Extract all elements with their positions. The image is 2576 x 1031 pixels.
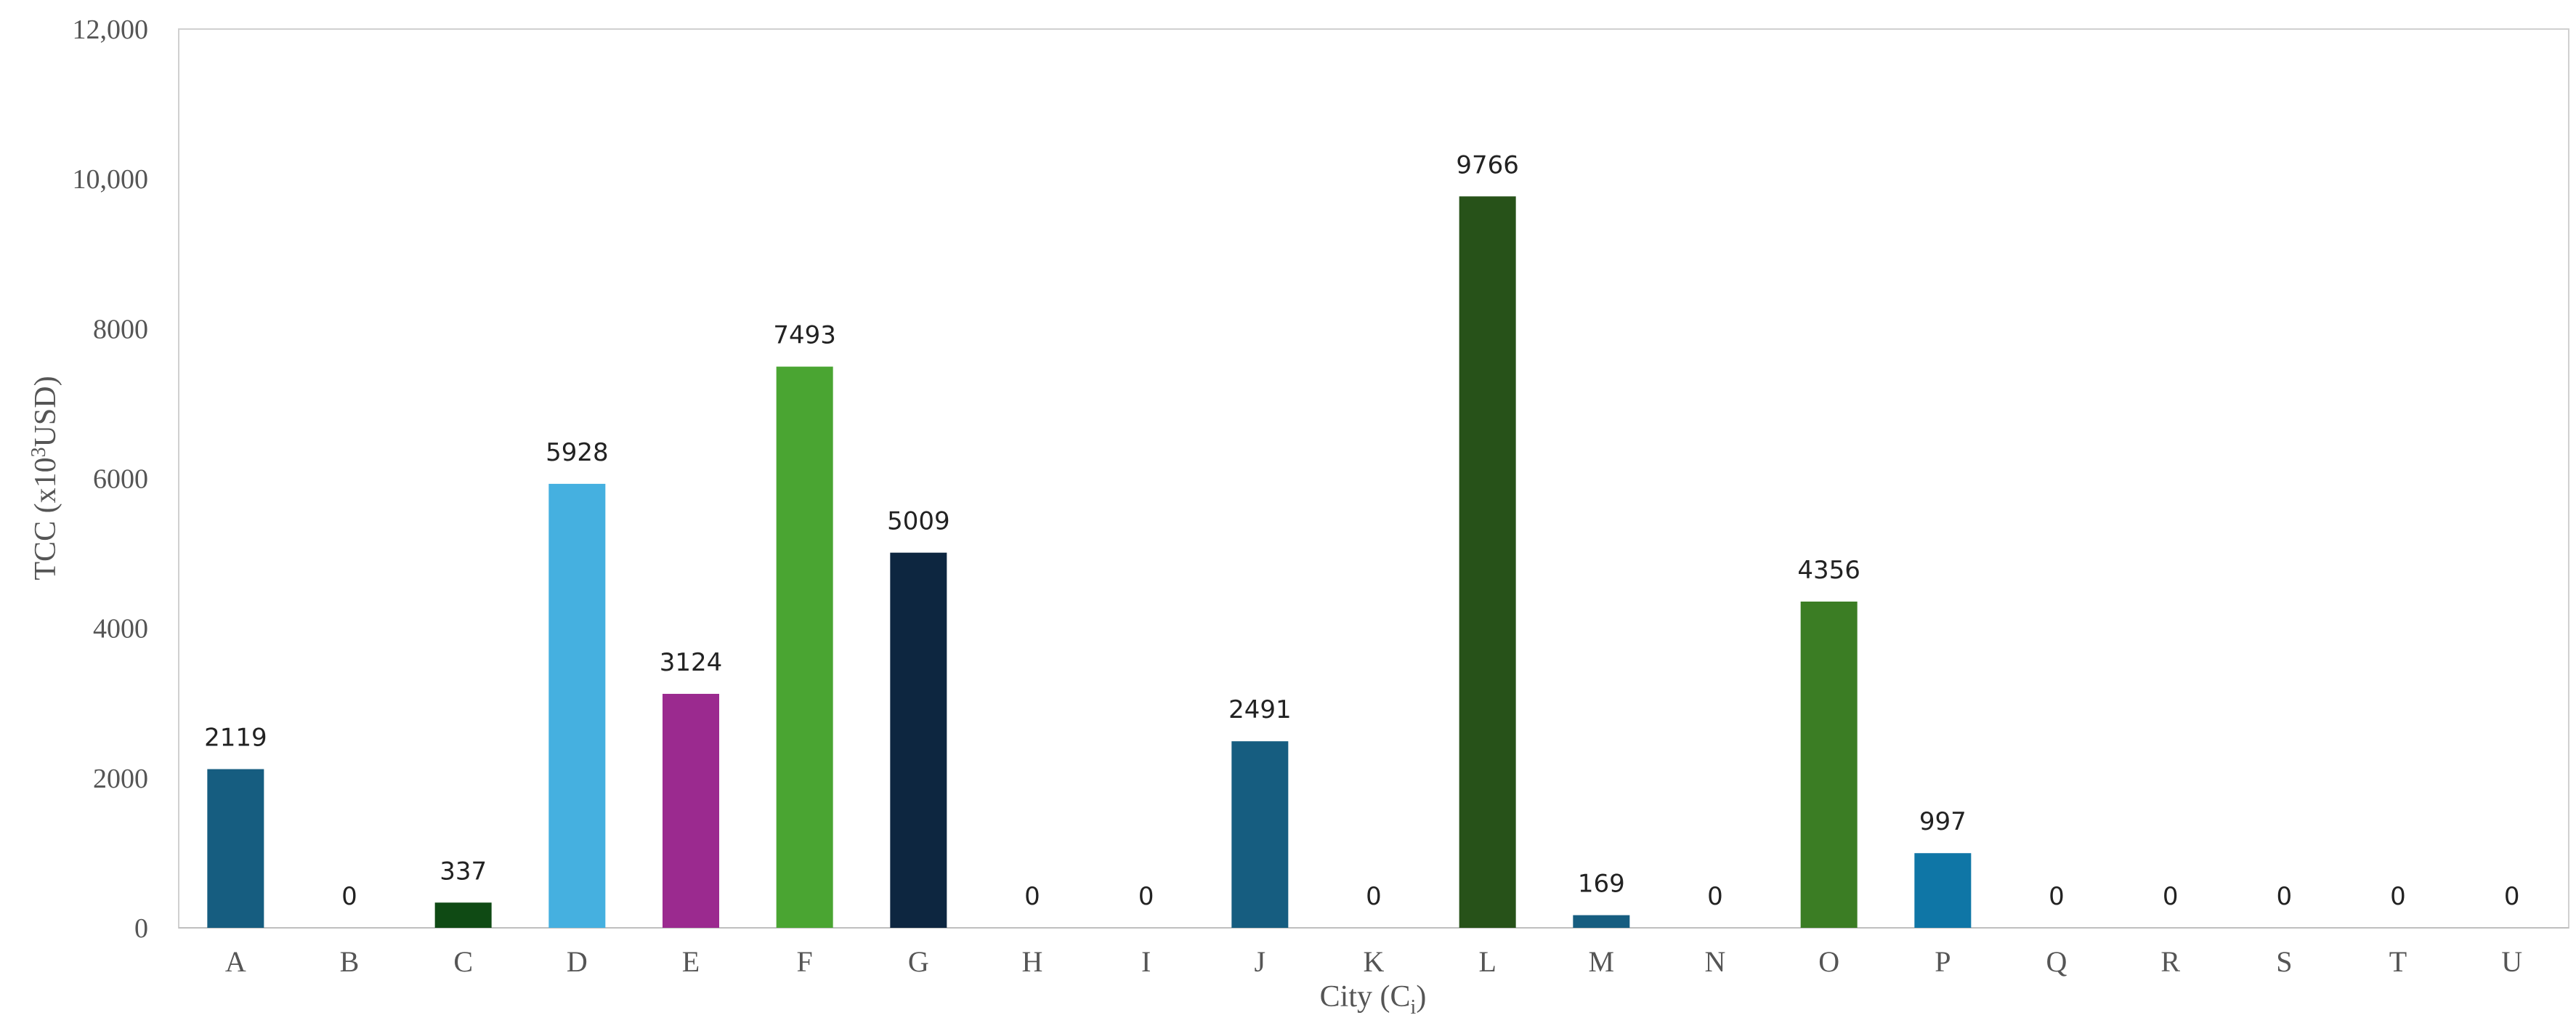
x-axis-title-close: ) (1416, 980, 1426, 1014)
y-tick-label: 0 (134, 913, 148, 944)
y-axis-title-unit: USD) (29, 376, 62, 447)
x-axis-title: City (Ci) (1320, 980, 1427, 1019)
data-label-R: 0 (2163, 882, 2179, 911)
x-tick-label-Q: Q (2046, 945, 2067, 978)
bar-O (1800, 601, 1858, 928)
x-tick-label-S: S (2276, 945, 2292, 978)
data-label-Q: 0 (2049, 882, 2065, 911)
x-tick-label-D: D (567, 945, 588, 978)
y-axis-title-main: TCC (x10 (29, 457, 62, 580)
data-label-S: 0 (2277, 882, 2293, 911)
x-tick-label-L: L (1478, 945, 1496, 978)
data-label-A: 2119 (204, 724, 267, 753)
x-tick-label-N: N (1705, 945, 1726, 978)
y-tick-label: 2000 (93, 764, 148, 794)
x-tick-label-U: U (2501, 945, 2522, 978)
y-tick-label: 12,000 (73, 15, 149, 45)
data-label-T: 0 (2390, 882, 2406, 911)
data-label-P: 997 (1919, 807, 1967, 836)
data-label-K: 0 (1366, 882, 1382, 911)
x-tick-label-B: B (340, 945, 360, 978)
bar-M (1573, 915, 1630, 928)
data-label-M: 169 (1578, 870, 1625, 899)
bar-J (1231, 741, 1289, 928)
x-tick-label-M: M (1589, 945, 1615, 978)
data-label-E: 3124 (660, 648, 723, 677)
data-labels: 2119 0 337 5928 3124 7493 5009 0 0 2491 0 9766 169 0 4… (204, 150, 2519, 911)
x-tick-label-O: O (1818, 945, 1839, 978)
data-label-C: 337 (440, 857, 487, 886)
x-tick-label-A: A (225, 945, 246, 978)
data-label-O: 4356 (1797, 556, 1860, 585)
x-tick-label-E: E (682, 945, 700, 978)
x-tick-label-C: C (453, 945, 473, 978)
data-label-B: 0 (341, 882, 357, 911)
y-tick-label: 4000 (93, 614, 148, 644)
data-label-G: 5009 (887, 507, 950, 536)
x-tick-label-F: F (797, 945, 813, 978)
x-tick-label-G: G (908, 945, 929, 978)
x-tick-label-T: T (2389, 945, 2407, 978)
x-tick-label-H: H (1022, 945, 1043, 978)
y-axis-title-superscript: 3 (28, 447, 50, 457)
y-tick-label: 6000 (93, 464, 148, 495)
x-tick-label-K: K (1364, 945, 1385, 978)
bar-C (434, 902, 492, 928)
bar-F (776, 366, 833, 929)
data-label-I: 0 (1138, 882, 1154, 911)
y-tick-label: 8000 (93, 314, 148, 344)
data-label-F: 7493 (773, 321, 836, 350)
bar-D (548, 483, 606, 928)
bar-L (1459, 196, 1516, 928)
x-tick-label-I: I (1141, 945, 1151, 978)
data-label-L: 9766 (1456, 150, 1519, 179)
x-axis-title-main: City (C (1320, 980, 1411, 1014)
x-tick-label-R: R (2160, 945, 2180, 978)
bars (207, 196, 1972, 929)
bar-E (663, 693, 719, 928)
bar-G (890, 552, 947, 928)
data-label-J: 2491 (1228, 695, 1292, 724)
data-label-U: 0 (2504, 882, 2520, 911)
y-tick-labels: 0 2000 4000 6000 8000 10,000 12,000 (73, 15, 149, 944)
data-label-N: 0 (1707, 882, 1723, 911)
bar-A (207, 769, 264, 928)
data-label-H: 0 (1024, 882, 1040, 911)
data-label-D: 5928 (546, 438, 609, 467)
x-axis-title-subscript: i (1411, 996, 1417, 1019)
x-tick-label-J: J (1255, 945, 1266, 978)
x-tick-label-P: P (1935, 945, 1951, 978)
bar-P (1914, 853, 1972, 928)
plot-frame (178, 28, 2569, 929)
y-tick-label: 10,000 (73, 164, 149, 195)
y-axis-title: TCC (x103USD) (28, 376, 62, 580)
x-tick-labels: A B C D E F G H I J K L M N O P Q R S T U (225, 945, 2522, 978)
